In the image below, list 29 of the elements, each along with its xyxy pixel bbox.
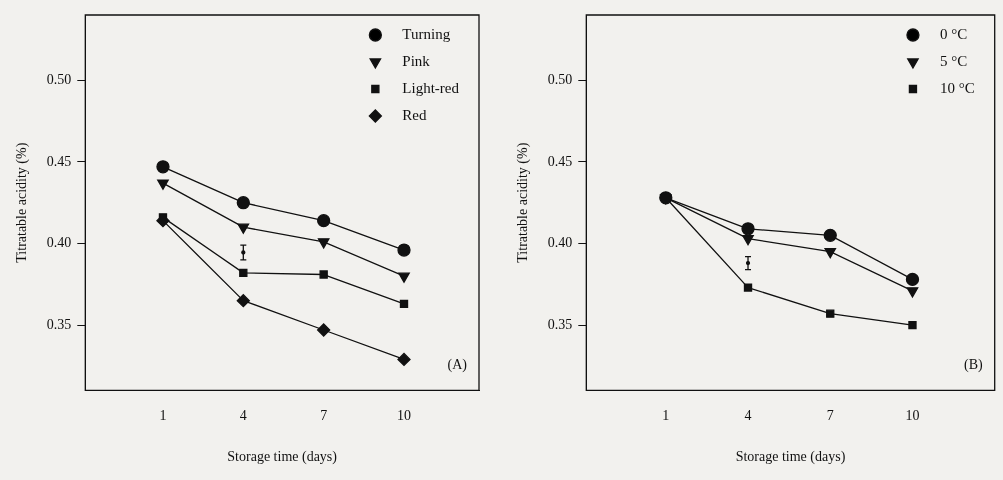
annotation: (B): [964, 357, 984, 374]
x-tick-label: 1: [662, 408, 670, 424]
y-axis-title: Titratable acidity (%): [515, 142, 532, 263]
y-tick-label: 0.50: [547, 71, 573, 87]
x-axis-title: Storage time (days): [227, 449, 338, 466]
y-tick-label: 0.45: [547, 153, 573, 169]
y-tick-label: 0.40: [46, 235, 72, 251]
y-tick-label: 0.35: [46, 316, 72, 332]
x-tick-label: 7: [320, 408, 328, 424]
x-tick-label: 1: [159, 408, 167, 424]
legend-label: Turning: [402, 25, 451, 42]
annotation: (A): [447, 357, 468, 374]
legend-label: Red: [402, 106, 428, 123]
legend-label: Light-red: [402, 79, 460, 96]
y-axis-title: Titratable acidity (%): [14, 142, 31, 263]
legend-label: 10 °C: [939, 79, 975, 96]
x-tick-label: 4: [744, 408, 752, 424]
y-tick-label: 0.35: [547, 316, 573, 332]
x-tick-label: 10: [905, 408, 920, 424]
x-tick-label: 10: [397, 408, 412, 424]
legend-label: 0 °C: [939, 25, 968, 42]
x-tick-label: 4: [239, 408, 247, 424]
y-tick-label: 0.50: [46, 71, 72, 87]
legend-label: 5 °C: [939, 52, 968, 69]
x-axis-title: Storage time (days): [735, 449, 846, 466]
y-tick-label: 0.45: [46, 153, 72, 169]
y-tick-label: 0.40: [547, 235, 573, 251]
legend-label: Pink: [402, 52, 431, 69]
x-tick-label: 7: [826, 408, 834, 424]
